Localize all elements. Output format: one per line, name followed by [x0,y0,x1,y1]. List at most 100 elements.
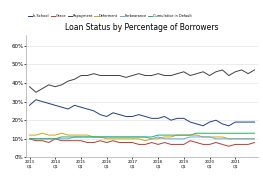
Deferment [73,134,76,136]
Grace [227,145,230,147]
Deferment [118,138,121,140]
Forbearance [124,136,128,138]
Repayment [67,80,70,82]
Forbearance [79,136,83,138]
Grace [28,138,31,140]
Cumulative in Default [34,138,38,140]
In-School [34,98,38,101]
In-School [47,102,50,105]
Repayment [124,76,128,79]
Forbearance [131,136,134,138]
Repayment [201,71,205,73]
Forbearance [144,136,147,138]
Grace [41,140,44,142]
Cumulative in Default [234,132,237,134]
Forbearance [47,138,50,140]
Forbearance [28,138,31,140]
Grace [67,140,70,142]
Cumulative in Default [124,136,128,138]
Deferment [189,134,192,136]
Cumulative in Default [176,134,179,136]
Forbearance [150,138,153,140]
In-School [156,117,160,119]
Forbearance [195,136,198,138]
Repayment [112,74,115,77]
Cumulative in Default [47,138,50,140]
Repayment [240,69,243,71]
Repayment [234,71,237,73]
Grace [34,140,38,142]
Repayment [47,84,50,86]
In-School [92,110,95,112]
Repayment [28,86,31,88]
Forbearance [60,138,63,140]
Grace [47,141,50,144]
Repayment [169,74,173,77]
Repayment [150,74,153,77]
In-School [124,115,128,118]
Forbearance [34,138,38,140]
Repayment [41,87,44,90]
In-School [79,106,83,108]
Grace [118,141,121,144]
Grace [150,141,153,144]
Forbearance [163,138,166,140]
Cumulative in Default [214,132,218,134]
Forbearance [86,136,89,138]
Grace [124,141,128,144]
Grace [73,140,76,142]
Cumulative in Default [118,136,121,138]
Cumulative in Default [221,132,224,134]
Repayment [227,74,230,77]
Grace [246,143,250,146]
In-School [189,121,192,123]
Cumulative in Default [131,136,134,138]
Title: Loan Status by Percentage of Borrowers: Loan Status by Percentage of Borrowers [65,23,219,32]
Grace [182,143,185,146]
Deferment [41,132,44,134]
Deferment [112,138,115,140]
Cumulative in Default [112,136,115,138]
Repayment [73,78,76,80]
Deferment [208,136,211,138]
Deferment [182,134,185,136]
In-School [99,113,102,116]
Cumulative in Default [137,136,140,138]
Repayment [86,74,89,77]
Deferment [163,136,166,138]
Repayment [189,74,192,77]
In-School [169,119,173,121]
Grace [195,141,198,144]
Forbearance [156,136,160,138]
Forbearance [118,136,121,138]
In-School [137,113,140,116]
In-School [73,104,76,106]
Cumulative in Default [201,132,205,134]
In-School [67,108,70,110]
Grace [176,143,179,146]
Forbearance [246,138,250,140]
Cumulative in Default [208,132,211,134]
Forbearance [201,136,205,138]
In-School [234,121,237,123]
Cumulative in Default [41,138,44,140]
Grace [208,143,211,146]
Repayment [176,73,179,75]
Grace [214,141,218,144]
Deferment [246,138,250,140]
Repayment [163,74,166,77]
Repayment [92,73,95,75]
Legend: In-School, Grace, Repayment, Deferment, Forbearance, Cumulative in Default: In-School, Grace, Repayment, Deferment, … [28,14,192,18]
Repayment [118,74,121,77]
In-School [28,104,31,106]
Cumulative in Default [144,136,147,138]
Cumulative in Default [86,136,89,138]
Line: Cumulative in Default: Cumulative in Default [29,133,255,139]
Repayment [221,69,224,71]
In-School [227,125,230,127]
Deferment [105,138,108,140]
Forbearance [214,138,218,140]
Repayment [246,73,250,75]
Cumulative in Default [99,136,102,138]
Deferment [195,134,198,136]
